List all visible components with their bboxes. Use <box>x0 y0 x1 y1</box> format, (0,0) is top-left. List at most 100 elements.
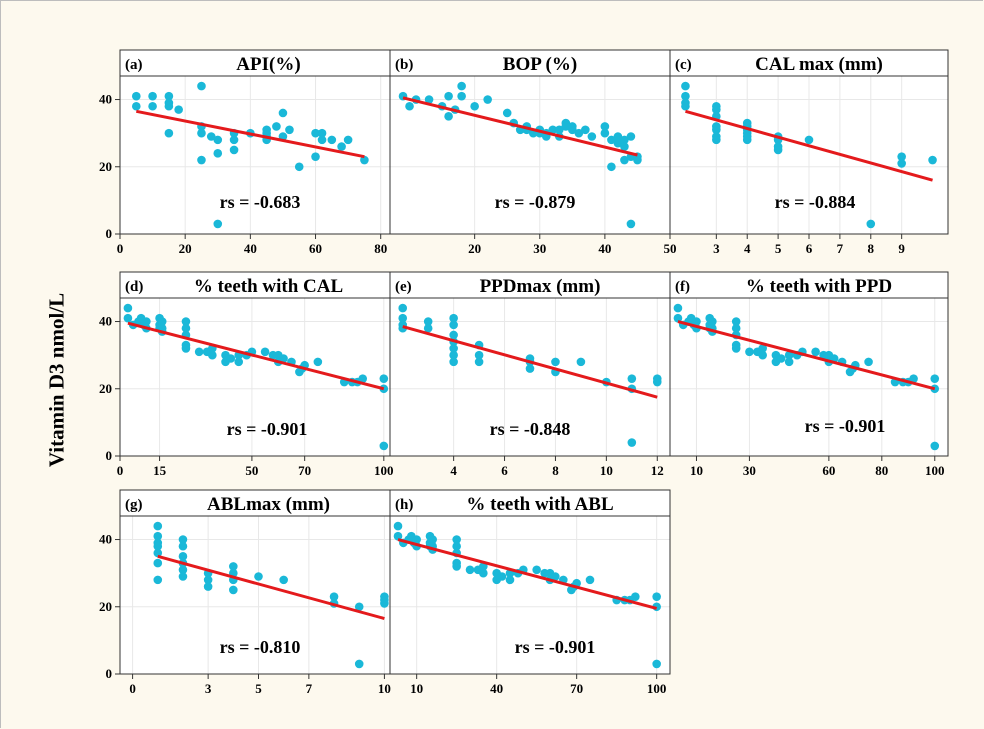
correlation-annotation: rs = -0.810 <box>220 637 301 657</box>
data-point <box>178 535 188 544</box>
y-tick-label: 0 <box>106 448 113 463</box>
x-tick-label: 4 <box>450 463 457 478</box>
data-point <box>804 135 814 145</box>
data-point <box>208 350 217 360</box>
data-point <box>229 562 238 571</box>
data-point <box>148 91 157 101</box>
x-tick-label: 0 <box>117 463 124 478</box>
data-point <box>758 344 767 353</box>
data-point <box>405 101 414 111</box>
data-point <box>449 313 458 323</box>
panel-c: (c) CAL max (mm) 3 4 5 6 7 8 9 rs = -0.884 <box>669 49 949 256</box>
data-point <box>444 91 453 101</box>
data-point <box>784 357 794 367</box>
data-point <box>449 330 458 340</box>
data-point <box>213 219 223 229</box>
data-point <box>620 155 629 165</box>
data-point <box>213 135 223 145</box>
plot-area <box>119 297 398 457</box>
data-point <box>555 125 564 135</box>
data-point <box>164 128 174 138</box>
data-point <box>153 575 163 585</box>
data-point <box>254 572 263 581</box>
data-point <box>123 313 133 323</box>
y-tick-label: 20 <box>99 159 112 174</box>
data-point <box>708 317 717 326</box>
data-point <box>278 108 288 118</box>
panel-a: (a) API(%) 0 20 40 0 20 40 60 80 rs = -0.683 <box>99 49 398 256</box>
data-point <box>561 122 571 131</box>
data-point <box>174 105 183 114</box>
panel-title: % teeth with ABL <box>466 494 613 515</box>
x-tick-label: 10 <box>600 463 613 478</box>
data-point <box>587 132 597 141</box>
x-tick-label: 5 <box>255 681 262 696</box>
data-point <box>178 572 188 581</box>
data-point <box>424 95 434 104</box>
data-point <box>681 101 690 111</box>
data-point <box>379 374 389 383</box>
data-point <box>393 531 403 541</box>
data-point <box>337 142 346 151</box>
x-tick-label: 6 <box>806 241 813 256</box>
panel-title: PPDmax (mm) <box>480 276 601 297</box>
data-point <box>131 101 141 111</box>
data-point <box>673 313 683 323</box>
data-point <box>449 350 458 360</box>
panel-title: % teeth with PPD <box>746 276 892 297</box>
data-point <box>229 145 239 155</box>
data-point <box>379 441 389 451</box>
data-point <box>380 599 389 608</box>
correlation-annotation: rs = -0.848 <box>490 419 571 439</box>
plot-border <box>389 515 671 675</box>
x-tick-label: 70 <box>298 463 311 478</box>
data-point <box>465 565 475 575</box>
data-point <box>153 548 163 558</box>
data-point <box>505 575 515 585</box>
panel-header <box>389 271 671 299</box>
data-point <box>260 347 270 357</box>
x-tick-label: 15 <box>153 463 167 478</box>
data-point <box>745 347 754 357</box>
data-point <box>758 350 767 360</box>
data-point <box>620 142 629 151</box>
x-tick-label: 40 <box>490 681 503 696</box>
data-point <box>681 91 690 101</box>
data-point <box>197 128 206 138</box>
x-tick-label: 50 <box>664 241 677 256</box>
x-tick-label: 30 <box>533 241 546 256</box>
data-point <box>393 521 403 531</box>
data-point <box>712 135 721 145</box>
data-point <box>712 105 721 114</box>
x-tick-label: 50 <box>245 463 258 478</box>
panel-title: ABLmax (mm) <box>207 494 330 515</box>
data-point <box>234 357 244 367</box>
data-point <box>178 541 188 551</box>
data-point <box>525 364 535 373</box>
data-point <box>197 155 206 165</box>
x-tick-label: 0 <box>129 681 136 696</box>
data-point <box>457 81 466 91</box>
panel-header <box>119 489 398 517</box>
data-point <box>631 592 640 601</box>
panel-header <box>389 49 671 77</box>
data-point <box>928 155 937 165</box>
data-point <box>229 585 238 595</box>
data-point <box>203 575 213 585</box>
data-point <box>532 565 541 575</box>
data-point <box>600 122 610 131</box>
plot-area <box>389 75 671 235</box>
data-point <box>930 441 940 451</box>
data-point <box>784 350 794 360</box>
x-tick-label: 6 <box>501 463 508 478</box>
data-point <box>457 91 466 101</box>
x-tick-label: 100 <box>647 681 667 696</box>
data-point <box>285 125 294 135</box>
x-tick-label: 40 <box>244 241 257 256</box>
y-axis-label: Vitamin D3 nmol/L <box>44 292 69 468</box>
x-tick-label: 8 <box>868 241 875 256</box>
data-point <box>607 162 616 172</box>
data-point <box>811 347 820 357</box>
data-point <box>548 125 558 135</box>
data-point <box>681 81 690 91</box>
